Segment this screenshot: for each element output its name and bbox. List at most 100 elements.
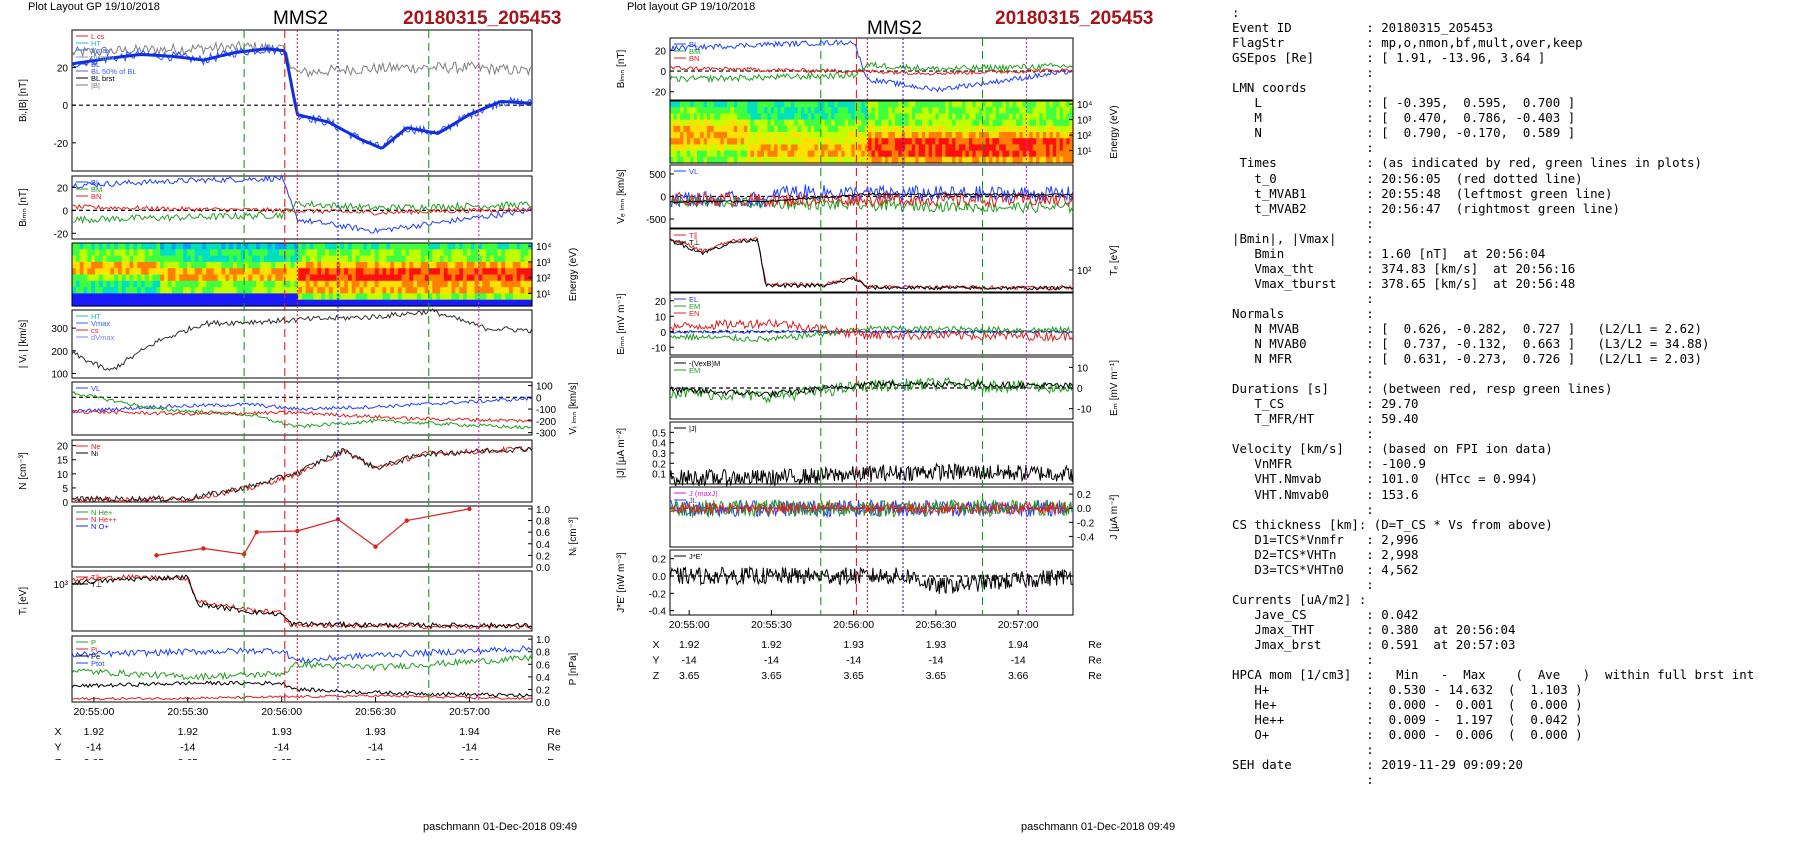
spectrogram-cell xyxy=(424,287,430,294)
spectrogram-cell xyxy=(962,156,967,164)
info-line: : xyxy=(1366,576,1374,592)
spectrogram-cell xyxy=(432,249,437,257)
spectrogram-cell xyxy=(717,107,721,114)
spectrogram-cell xyxy=(428,287,433,294)
spectrogram-cell xyxy=(294,287,299,294)
panel-frame xyxy=(71,570,533,632)
spectrogram-cell xyxy=(179,243,184,250)
spectrogram-cell xyxy=(784,144,789,152)
spectrogram-cell xyxy=(210,299,215,307)
spectrogram-cell xyxy=(995,101,1000,108)
spectrogram-cell xyxy=(466,261,472,269)
panel-em: 100-10 Eₘ [mV m⁻¹]-(VexB)MEM xyxy=(669,356,1120,420)
spectrogram-cell xyxy=(263,255,269,263)
spectrogram-cell xyxy=(390,243,395,250)
spectrogram-cell xyxy=(807,101,812,108)
spectrogram-cell xyxy=(114,293,119,301)
spectrogram-cell xyxy=(1022,125,1027,133)
spectrogram-cell xyxy=(382,243,387,250)
spectrogram-cell xyxy=(831,119,836,127)
spectrogram-cell xyxy=(737,144,742,152)
spectrogram-cell xyxy=(501,293,506,301)
spectrogram-cell xyxy=(989,156,993,164)
x-tick-label: 20:56:00 xyxy=(833,619,874,631)
spectrogram-cell xyxy=(911,101,916,108)
spectrogram-cell xyxy=(516,274,522,282)
spectrogram-cell xyxy=(248,280,253,288)
spectrogram-cell xyxy=(114,261,119,269)
spectrogram-cell xyxy=(1005,144,1010,152)
spectrogram-cell xyxy=(252,243,257,250)
spectrogram-cell xyxy=(336,280,341,288)
spectrogram-cell xyxy=(167,268,173,276)
spectrogram-cell xyxy=(932,150,936,158)
spectrogram-cell xyxy=(1052,144,1057,152)
spectrogram-cell xyxy=(905,107,910,114)
spectrogram-cell xyxy=(972,125,977,133)
info-line: HPCA mom [1/cm3] : Min - Max ( Ave ) wit… xyxy=(1232,667,1755,683)
spectrogram-cell xyxy=(351,243,357,250)
spectrogram-cell xyxy=(827,101,832,108)
spectrogram-cell xyxy=(871,144,876,152)
spectrogram-cell xyxy=(363,268,368,276)
spectrogram-cell xyxy=(911,125,916,133)
spectrogram-cell xyxy=(233,249,238,257)
spectrogram-cell xyxy=(851,156,856,164)
spectrogram-cell xyxy=(486,243,491,250)
legend-label: dVmax xyxy=(91,333,115,342)
spectrogram-cell xyxy=(332,274,338,282)
panel-frame xyxy=(669,486,1074,548)
spectrogram-cell xyxy=(95,293,100,301)
spectrogram-cell xyxy=(1066,107,1071,114)
spectrogram-cell xyxy=(1036,107,1041,114)
y-axis-label: Bₗ,|B| [nT] xyxy=(18,79,29,122)
spectrogram-cell xyxy=(447,293,453,301)
spectrogram-cell xyxy=(156,287,161,294)
y-tick-label: 300 xyxy=(51,324,68,335)
spectrogram-cell xyxy=(706,119,711,127)
spectrogram-cell xyxy=(901,119,906,127)
spectrogram-cell xyxy=(386,293,391,301)
spectrogram-cell xyxy=(290,261,295,269)
spectrogram-cell xyxy=(344,280,349,288)
spectrogram-cell xyxy=(137,293,142,301)
y-tick-label: 20 xyxy=(655,297,667,308)
spectrogram-cell xyxy=(309,287,315,294)
spectrogram-cell xyxy=(834,132,839,139)
spectrogram-cell xyxy=(367,243,372,250)
spectrogram-cell xyxy=(804,119,809,127)
spectrogram-cell xyxy=(680,132,685,139)
spectrogram-cell xyxy=(794,113,799,121)
spectrogram-cell xyxy=(95,274,100,282)
spectrogram-cell xyxy=(858,107,863,114)
spectrogram-cell xyxy=(713,144,718,152)
spectrogram-cell xyxy=(868,156,873,164)
spectrogram-cell xyxy=(478,299,483,307)
spectrogram-cell xyxy=(1026,144,1030,152)
x-tick-label: 20:55:00 xyxy=(669,619,710,631)
spectrogram-cell xyxy=(814,132,819,139)
spectrogram-cell xyxy=(955,138,960,145)
spectrogram-cell xyxy=(1012,156,1017,164)
spectrogram-cell xyxy=(1026,119,1030,127)
info-line: : xyxy=(1366,772,1374,788)
spectrogram-cell xyxy=(915,156,920,164)
spectrogram-cell xyxy=(804,144,809,152)
spectrogram-cell xyxy=(811,101,815,108)
spectrogram-cell xyxy=(486,268,491,276)
spectrogram-cell xyxy=(91,293,96,301)
spectrogram-cell xyxy=(884,107,889,114)
spectrogram-cell xyxy=(374,280,380,288)
spectrogram-cell xyxy=(348,299,353,307)
spectrogram-cell xyxy=(344,255,349,263)
spectrogram-cell xyxy=(313,249,318,257)
spectrogram-cell xyxy=(148,299,154,307)
spectrogram-cell xyxy=(417,243,422,250)
spectrogram-cell xyxy=(878,156,883,164)
y-axis-label: Eₘ [mV m⁻¹] xyxy=(1109,360,1120,416)
spectrogram-cell xyxy=(884,138,889,145)
spectrogram-cell xyxy=(156,243,161,250)
spectrogram-cell xyxy=(520,274,525,282)
spectrogram-cell xyxy=(1002,125,1007,133)
spectrogram-cell xyxy=(730,107,735,114)
